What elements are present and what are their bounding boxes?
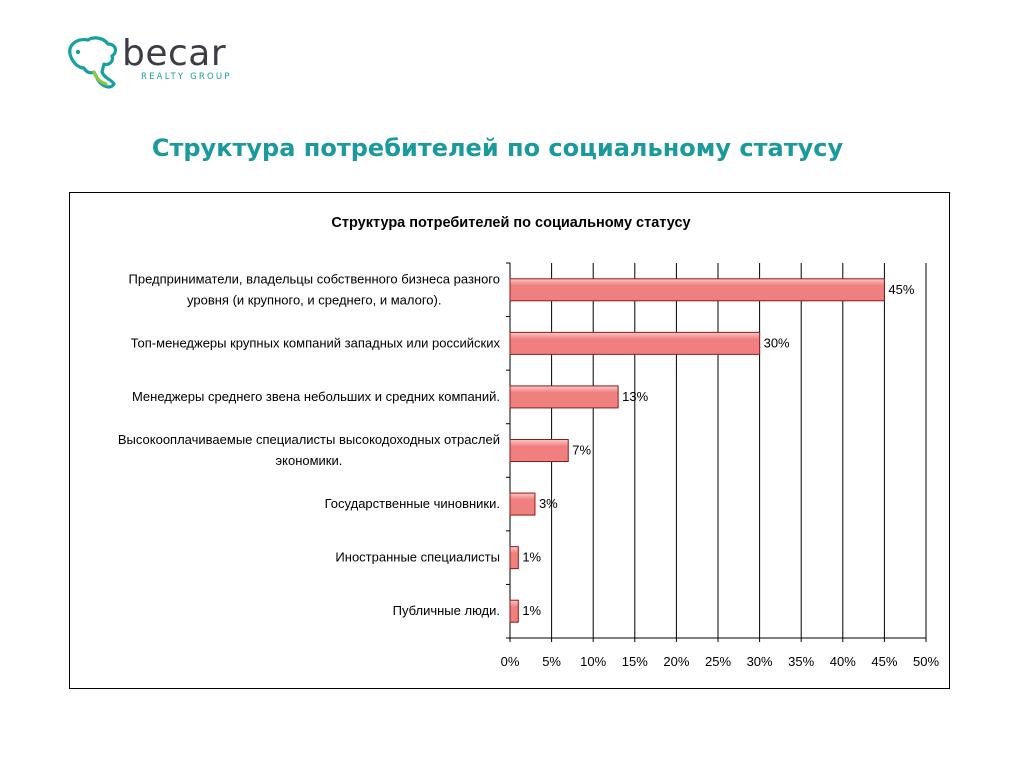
bar-chart: Структура потребителей по социальному ст… — [118, 215, 940, 669]
chart-title: Структура потребителей по социальному ст… — [331, 215, 690, 231]
page-title: Структура потребителей по социальному ст… — [151, 134, 844, 162]
bear-outline-icon — [68, 36, 118, 89]
x-tick-label: 10% — [580, 654, 606, 669]
x-tick-label: 50% — [913, 654, 939, 669]
category-label-line: Высокооплачиваемые специалисты высокодох… — [118, 432, 500, 447]
x-tick-label: 15% — [622, 654, 648, 669]
category-label: Иностранные специалисты — [335, 550, 500, 565]
x-tick-label: 40% — [830, 654, 856, 669]
category-label-line: Иностранные специалисты — [335, 550, 500, 565]
x-tick-label: 35% — [788, 654, 814, 669]
category-label: Государственные чиновники. — [325, 496, 500, 511]
company-logo: becar REALTY GROUP — [64, 32, 274, 92]
x-tick-label: 5% — [542, 654, 561, 669]
data-label: 45% — [888, 282, 914, 297]
x-tick-label: 20% — [663, 654, 689, 669]
data-label: 30% — [764, 335, 790, 350]
logo-wordmark: becar — [122, 33, 227, 74]
x-tick-label: 30% — [747, 654, 773, 669]
x-tick-label: 45% — [871, 654, 897, 669]
grid-lines — [506, 262, 927, 639]
bar — [509, 331, 761, 355]
bar — [509, 385, 619, 409]
logo-subtitle: REALTY GROUP — [141, 72, 232, 82]
bar — [509, 492, 536, 516]
data-label: 7% — [572, 443, 591, 458]
chart-frame: Структура потребителей по социальному ст… — [69, 192, 950, 689]
bar — [509, 546, 519, 570]
bars — [509, 278, 885, 623]
category-label: Менеджеры среднего звена небольших и сре… — [132, 389, 500, 404]
category-label-line: уровня (и крупного, и среднего, и малого… — [187, 292, 441, 307]
x-tick-label: 0% — [501, 654, 520, 669]
bar — [509, 278, 885, 302]
bar — [509, 599, 519, 623]
category-label: Топ-менеджеры крупных компаний западных … — [131, 335, 501, 350]
category-label-line: Публичные люди. — [393, 603, 500, 618]
category-label-line: Государственные чиновники. — [325, 496, 500, 511]
data-label: 1% — [522, 603, 541, 618]
category-labels: Предприниматели, владельцы собственного … — [118, 271, 501, 618]
bar — [509, 439, 569, 462]
category-label-line: Предприниматели, владельцы собственного … — [129, 271, 501, 286]
x-axis-ticks: 0% 5% 10% 15% 20% 25% 30% 35% 40% 45% 50% — [501, 638, 939, 669]
category-label-line: Менеджеры среднего звена небольших и сре… — [132, 389, 500, 404]
data-label: 3% — [539, 496, 558, 511]
data-label: 13% — [622, 389, 648, 404]
data-label: 1% — [522, 550, 541, 565]
x-tick-label: 25% — [705, 654, 731, 669]
category-label-line: экономики. — [276, 453, 343, 468]
category-label: Высокооплачиваемые специалисты высокодох… — [118, 432, 500, 468]
data-labels: 45% 30% 13% 7% 3% 1% 1% — [522, 282, 915, 618]
category-label-line: Топ-менеджеры крупных компаний западных … — [131, 335, 501, 350]
category-label: Публичные люди. — [393, 603, 500, 618]
category-label: Предприниматели, владельцы собственного … — [129, 271, 501, 307]
